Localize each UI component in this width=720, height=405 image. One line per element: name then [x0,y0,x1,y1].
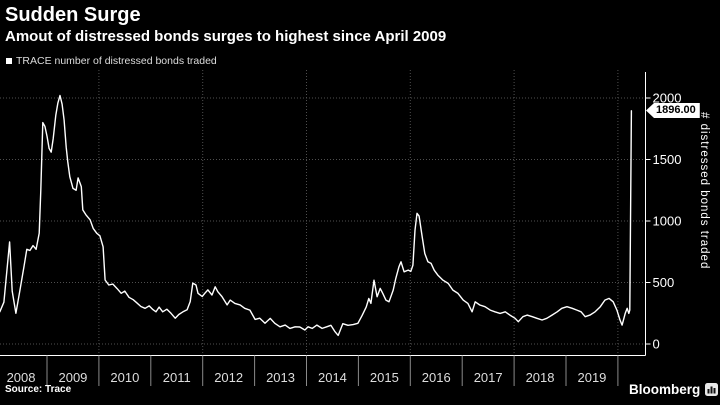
legend-swatch-icon [6,58,12,64]
data-line [0,94,633,337]
svg-text:2017: 2017 [474,370,503,385]
page-subtitle: Amout of distressed bonds surges to high… [5,28,447,45]
source-note: Source: Trace [5,384,72,395]
svg-text:2014: 2014 [318,370,347,385]
svg-text:2008: 2008 [7,370,36,385]
svg-text:2000: 2000 [653,91,682,106]
brand-wordmark: Bloomberg [629,382,701,397]
svg-text:1000: 1000 [653,214,682,229]
horizontal-gridlines [0,97,646,345]
last-value-tag: 1896.00 [646,103,700,118]
vertical-gridlines [98,70,619,355]
svg-text:2015: 2015 [370,370,399,385]
svg-text:2018: 2018 [526,370,555,385]
y-axis-title: # distressed bonds traded [698,112,710,270]
x-axis-ticks-labels: 2008 2009 2010 2011 2012 2013 2014 2015 2016 2017… [7,355,619,386]
y-axis-ticks-labels: 0 500 1000 1500 2000 [645,91,682,352]
brand: Bloomberg [629,382,719,397]
svg-text:1500: 1500 [653,152,682,167]
svg-text:2010: 2010 [110,370,139,385]
page-title: Sudden Surge [5,4,141,26]
svg-text:2019: 2019 [577,370,606,385]
svg-text:2012: 2012 [214,370,243,385]
svg-text:2013: 2013 [266,370,295,385]
axis-frame [0,72,646,356]
svg-text:2009: 2009 [58,370,87,385]
svg-text:500: 500 [653,275,675,290]
svg-text:2016: 2016 [422,370,451,385]
svg-text:2011: 2011 [163,370,191,385]
legend-label: TRACE number of distressed bonds traded [16,55,217,67]
bloomberg-chart-logo-icon [705,383,719,396]
legend: TRACE number of distressed bonds traded [6,55,217,67]
svg-text:0: 0 [653,337,660,352]
